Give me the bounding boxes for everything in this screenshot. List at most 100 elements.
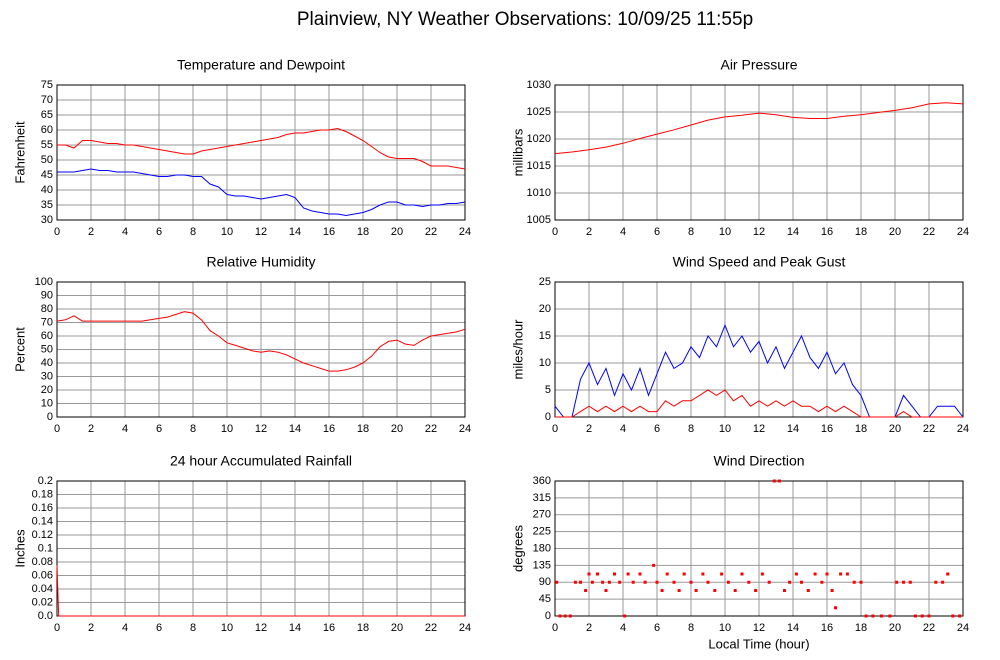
x-tick-label: 12 bbox=[753, 622, 765, 634]
x-tick-label: 22 bbox=[923, 622, 935, 634]
data-point bbox=[555, 580, 559, 584]
x-tick-label: 12 bbox=[753, 423, 765, 435]
y-axis-label: Percent bbox=[12, 327, 27, 372]
y-axis-label: millibars bbox=[510, 128, 525, 176]
data-point bbox=[631, 580, 635, 584]
x-tick-label: 10 bbox=[719, 622, 731, 634]
y-tick-label: 0.04 bbox=[32, 583, 53, 595]
data-point bbox=[587, 572, 591, 576]
x-tick-label: 18 bbox=[357, 423, 369, 435]
chart-title: Air Pressure bbox=[720, 57, 797, 73]
y-tick-label: 20 bbox=[41, 384, 53, 396]
y-axis-label: Inches bbox=[12, 529, 27, 568]
x-tick-label: 8 bbox=[688, 423, 694, 435]
y-tick-label: 0.16 bbox=[32, 502, 53, 514]
y-tick-label: 60 bbox=[41, 330, 53, 342]
data-point bbox=[958, 614, 962, 618]
data-point bbox=[864, 614, 868, 618]
y-axis-label: miles/hour bbox=[510, 319, 525, 380]
data-point bbox=[777, 479, 781, 483]
x-tick-label: 10 bbox=[719, 226, 731, 238]
x-tick-label: 6 bbox=[654, 622, 660, 634]
y-tick-label: 1025 bbox=[527, 106, 551, 118]
x-tick-label: 24 bbox=[459, 423, 471, 435]
x-tick-label: 14 bbox=[289, 423, 301, 435]
data-point bbox=[951, 614, 955, 618]
x-tick-label: 8 bbox=[688, 226, 694, 238]
x-tick-label: 2 bbox=[88, 226, 94, 238]
data-point bbox=[839, 572, 843, 576]
y-tick-label: 70 bbox=[41, 316, 53, 328]
x-tick-label: 4 bbox=[122, 423, 128, 435]
data-point bbox=[584, 589, 588, 592]
x-tick-label: 14 bbox=[289, 622, 301, 634]
x-tick-label: 0 bbox=[54, 226, 60, 238]
data-point bbox=[895, 580, 899, 584]
data-point bbox=[879, 614, 883, 618]
x-tick-label: 8 bbox=[190, 423, 196, 435]
data-point bbox=[733, 589, 737, 592]
y-tick-label: 100 bbox=[35, 276, 53, 288]
data-point bbox=[871, 614, 875, 618]
y-tick-label: 225 bbox=[533, 526, 551, 538]
data-point bbox=[760, 572, 764, 576]
data-point bbox=[590, 580, 594, 584]
data-point bbox=[694, 589, 698, 592]
x-tick-label: 20 bbox=[391, 226, 403, 238]
x-tick-label: 2 bbox=[586, 622, 592, 634]
y-tick-label: 90 bbox=[41, 289, 53, 301]
data-point bbox=[754, 589, 758, 592]
x-tick-label: 4 bbox=[620, 226, 626, 238]
y-tick-label: 0.08 bbox=[32, 556, 53, 568]
x-tick-label: 8 bbox=[688, 622, 694, 634]
y-tick-label: 90 bbox=[539, 576, 551, 588]
data-point bbox=[830, 589, 834, 592]
x-tick-label: 10 bbox=[719, 423, 731, 435]
data-point bbox=[941, 580, 945, 584]
y-tick-label: 270 bbox=[533, 509, 551, 521]
y-tick-label: 20 bbox=[539, 303, 551, 315]
data-line bbox=[56, 565, 465, 617]
x-tick-label: 22 bbox=[923, 423, 935, 435]
x-tick-label: 20 bbox=[889, 423, 901, 435]
y-tick-label: 1005 bbox=[527, 214, 551, 226]
data-point bbox=[902, 580, 905, 584]
x-tick-label: 16 bbox=[323, 226, 335, 238]
data-point bbox=[601, 580, 605, 584]
data-point bbox=[726, 580, 730, 584]
x-tick-label: 8 bbox=[190, 226, 196, 238]
x-tick-label: 4 bbox=[620, 423, 626, 435]
y-tick-label: 0.18 bbox=[32, 488, 53, 500]
y-tick-label: 5 bbox=[545, 384, 551, 396]
data-point bbox=[607, 580, 611, 584]
x-tick-label: 16 bbox=[323, 423, 335, 435]
data-point bbox=[845, 572, 849, 576]
y-tick-label: 1015 bbox=[527, 160, 551, 172]
y-tick-label: 0 bbox=[47, 411, 53, 423]
data-point bbox=[706, 580, 710, 584]
y-tick-label: 0 bbox=[545, 411, 551, 423]
x-tick-label: 6 bbox=[156, 226, 162, 238]
plot-frame bbox=[554, 84, 964, 221]
x-tick-label: 6 bbox=[156, 622, 162, 634]
data-point bbox=[888, 614, 892, 618]
data-line bbox=[57, 168, 466, 217]
y-tick-label: 1010 bbox=[527, 187, 551, 199]
x-tick-label: 4 bbox=[122, 226, 128, 238]
data-point bbox=[788, 580, 792, 584]
x-tick-label: 20 bbox=[391, 622, 403, 634]
x-tick-label: 0 bbox=[552, 423, 558, 435]
y-tick-label: 60 bbox=[41, 124, 53, 136]
y-tick-label: 10 bbox=[539, 357, 551, 369]
plot-frame bbox=[554, 281, 964, 418]
x-tick-label: 16 bbox=[323, 622, 335, 634]
data-point bbox=[806, 589, 810, 592]
y-tick-label: 40 bbox=[41, 357, 53, 369]
data-point bbox=[677, 589, 681, 592]
x-tick-label: 24 bbox=[459, 226, 471, 238]
x-tick-label: 0 bbox=[54, 622, 60, 634]
y-tick-label: 10 bbox=[41, 397, 53, 409]
x-tick-label: 10 bbox=[221, 622, 233, 634]
data-point bbox=[613, 572, 616, 576]
x-tick-label: 2 bbox=[88, 622, 94, 634]
